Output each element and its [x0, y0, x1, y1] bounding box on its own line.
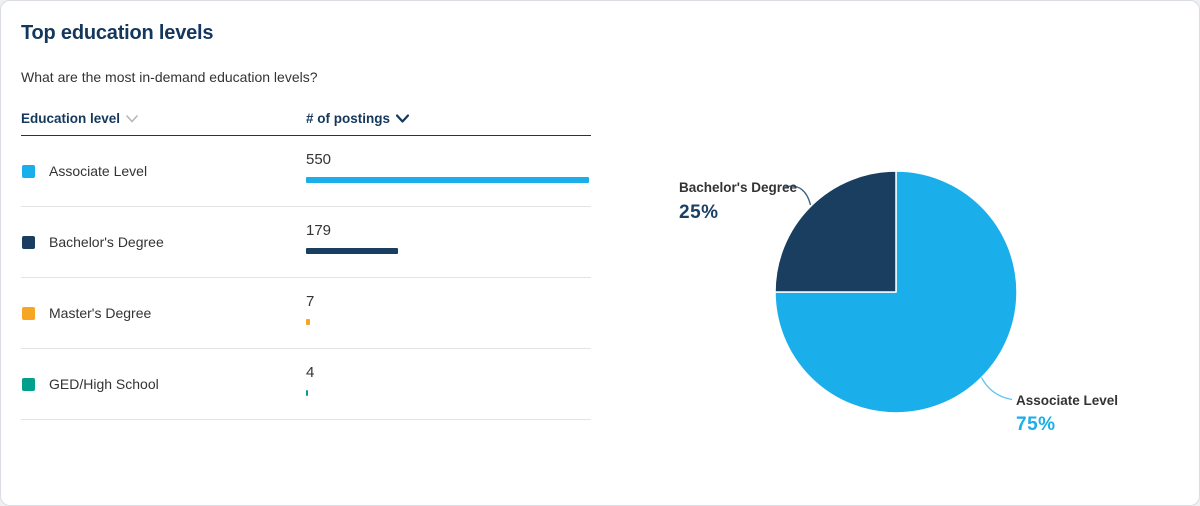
row-label-cell: Bachelor's Degree — [21, 207, 306, 277]
bar-track — [306, 248, 589, 254]
column-label: # of postings — [306, 111, 390, 126]
row-label-cell: Master's Degree — [21, 278, 306, 348]
column-header-education-level[interactable]: Education level — [21, 111, 306, 126]
table-row: Bachelor's Degree 179 — [21, 207, 591, 278]
row-value-cell: 7 — [306, 278, 591, 348]
row-value-cell: 4 — [306, 349, 591, 419]
postings-bar[interactable] — [306, 248, 399, 254]
row-value-cell: 179 — [306, 207, 591, 277]
pie-percent-associate: 75% — [1016, 414, 1056, 435]
category-color-swatch — [22, 164, 35, 178]
row-label-cell: Associate Level — [21, 136, 306, 206]
column-header-postings[interactable]: # of postings — [306, 111, 410, 126]
row-label-cell: GED/High School — [21, 349, 306, 419]
chevron-down-icon[interactable] — [126, 111, 138, 126]
row-value-cell: 550 — [306, 136, 591, 206]
bar-track — [306, 177, 589, 183]
postings-bar[interactable] — [306, 177, 589, 183]
table-header: Education level # of postings — [21, 111, 591, 136]
postings-bar[interactable] — [306, 390, 309, 396]
postings-count: 7 — [306, 293, 315, 310]
table-row: Associate Level 550 — [21, 136, 591, 207]
chevron-down-icon[interactable] — [395, 111, 410, 126]
pie-slice-bachelor-s-degree[interactable] — [774, 170, 897, 293]
pie-chart[interactable] — [601, 1, 1200, 506]
card-subtitle: What are the most in-demand education le… — [21, 69, 318, 85]
category-color-swatch — [22, 306, 35, 320]
postings-count: 550 — [306, 151, 332, 168]
category-color-swatch — [22, 377, 35, 391]
education-table: Education level # of postings Associate … — [21, 111, 591, 420]
page-title: Top education levels — [21, 22, 214, 44]
bar-track — [306, 390, 589, 396]
row-label: Master's Degree — [49, 305, 152, 321]
leader-line-bachelors — [784, 185, 812, 206]
table-body: Associate Level 550 Bachelor's Degree 17… — [21, 136, 591, 420]
pie-label-associate: Associate Level — [1016, 393, 1119, 408]
category-color-swatch — [22, 235, 35, 249]
row-label: Bachelor's Degree — [49, 234, 164, 250]
postings-count: 179 — [306, 222, 332, 239]
row-label: GED/High School — [49, 376, 159, 392]
row-label: Associate Level — [49, 163, 148, 179]
pie-chart-panel: Bachelor's Degree 25% Associate Level 75… — [601, 1, 1200, 506]
table-row: Master's Degree 7 — [21, 278, 591, 349]
column-label: Education level — [21, 111, 121, 126]
postings-bar[interactable] — [306, 319, 310, 325]
table-row: GED/High School 4 — [21, 349, 591, 420]
pie-percent-bachelors: 25% — [679, 202, 719, 223]
leader-line-associate — [980, 377, 1013, 401]
bar-track — [306, 319, 589, 325]
education-table-panel: Top education levels What are the most i… — [1, 1, 601, 505]
postings-count: 4 — [306, 364, 315, 381]
pie-label-bachelors: Bachelor's Degree — [679, 180, 798, 195]
